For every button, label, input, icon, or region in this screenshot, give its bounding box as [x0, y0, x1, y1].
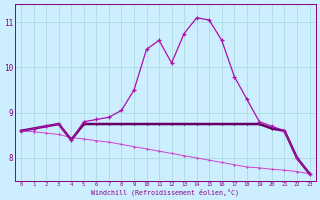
X-axis label: Windchill (Refroidissement éolien,°C): Windchill (Refroidissement éolien,°C) — [91, 188, 239, 196]
